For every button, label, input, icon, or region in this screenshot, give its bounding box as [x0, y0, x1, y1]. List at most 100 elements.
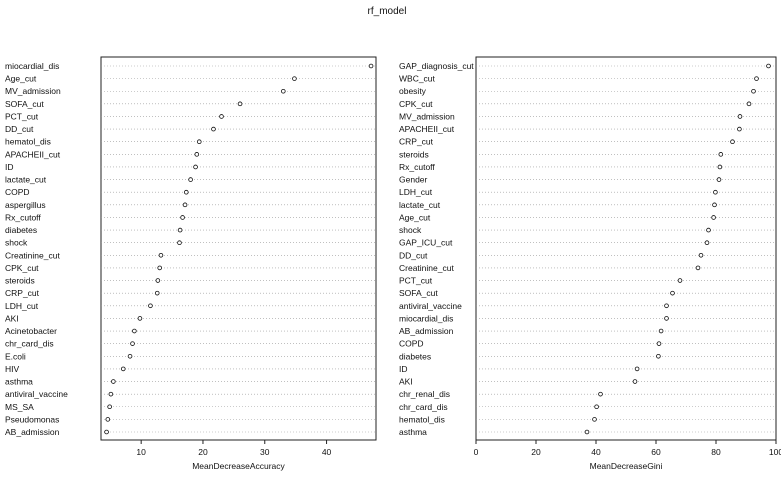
category-label: CPK_cut — [5, 263, 39, 273]
data-point — [737, 126, 742, 132]
category-label: AKI — [5, 313, 19, 323]
category-label: asthma — [399, 427, 427, 437]
category-label: chr_renal_dis — [399, 389, 450, 399]
category-label: MV_admission — [399, 111, 455, 121]
accuracy-panel: miocardial_dis Age_cut MV_admission SOFA_cu… — [5, 56, 377, 471]
data-point — [695, 265, 701, 271]
category-label: antiviral_vaccine — [5, 389, 68, 399]
data-point — [670, 290, 675, 296]
x-axis-label: MeanDecreaseGini — [590, 461, 663, 471]
category-label: PCT_cut — [5, 111, 39, 121]
data-point — [111, 379, 116, 384]
category-label: hematol_dis — [399, 414, 445, 424]
data-point — [158, 253, 164, 258]
category-label: Acinetobacter — [5, 326, 57, 336]
data-point — [751, 88, 756, 94]
x-tick-label: 0 — [474, 447, 479, 457]
category-label: LDH_cut — [399, 187, 433, 197]
data-point — [664, 303, 669, 309]
data-point — [656, 341, 662, 346]
data-point — [717, 164, 723, 170]
data-point — [658, 328, 664, 334]
category-label: AKI — [399, 377, 413, 387]
category-label: Age_cut — [399, 212, 431, 222]
category-label: asthma — [5, 377, 33, 387]
category-label: Rx_cutoff — [5, 212, 41, 222]
data-point — [766, 63, 771, 69]
category-label: DD_cut — [5, 124, 34, 134]
data-point — [196, 139, 202, 145]
data-point — [746, 101, 752, 107]
category-label: lactate_cut — [5, 175, 47, 185]
data-point — [281, 88, 286, 94]
category-label: steroids — [399, 149, 429, 159]
category-label: Rx_cutoff — [399, 162, 435, 172]
data-point — [120, 366, 126, 372]
data-point — [108, 391, 114, 397]
data-point — [730, 139, 735, 145]
data-point — [592, 417, 597, 422]
category-label: SOFA_cut — [399, 288, 438, 298]
data-point — [712, 202, 717, 208]
data-point — [130, 341, 135, 346]
category-label: AB_admission — [399, 326, 454, 336]
x-tick-label: 60 — [651, 447, 661, 457]
category-label: diabetes — [399, 351, 431, 361]
data-point — [154, 290, 160, 296]
x-tick-label: 80 — [711, 447, 721, 457]
category-label: lactate_cut — [399, 200, 441, 210]
data-point — [127, 353, 133, 359]
data-point — [632, 379, 638, 384]
category-label: steroids — [5, 276, 35, 286]
category-label: miocardial_dis — [399, 313, 453, 323]
category-label: Age_cut — [5, 74, 37, 84]
data-point — [219, 114, 224, 119]
category-label: CRP_cut — [399, 137, 434, 147]
x-tick-label: 20 — [198, 447, 208, 457]
data-point — [598, 391, 603, 397]
category-label: AB_admission — [5, 427, 60, 437]
category-label: Gender — [399, 175, 428, 185]
data-point — [132, 328, 137, 334]
category-label: shock — [5, 238, 28, 248]
category-label: CRP_cut — [5, 288, 40, 298]
category-label: APACHEII_cut — [399, 124, 455, 134]
data-point — [148, 303, 153, 309]
category-label: HIV — [5, 364, 20, 374]
data-point — [677, 278, 683, 283]
data-point — [656, 353, 661, 359]
category-label: WBC_cut — [399, 74, 436, 84]
category-label: MS_SA — [5, 402, 34, 412]
category-label: Creatinine_cut — [5, 250, 60, 260]
data-point — [180, 215, 185, 220]
data-point — [704, 240, 710, 245]
category-label: GAP_diagnosis_cut — [399, 61, 474, 71]
x-axis-label: MeanDecreaseAccuracy — [192, 461, 285, 471]
figure-title: rf_model — [368, 6, 407, 17]
category-label: ID — [399, 364, 408, 374]
category-label: diabetes — [5, 225, 37, 235]
category-label: GAP_ICU_cut — [399, 238, 453, 248]
category-label: APACHEII_cut — [5, 149, 61, 159]
category-label: chr_card_dis — [399, 402, 448, 412]
category-label: antiviral_vaccine — [399, 301, 462, 311]
plot-frame — [475, 56, 777, 441]
data-point — [698, 253, 704, 258]
data-point — [107, 404, 112, 410]
data-point — [634, 366, 640, 372]
category-label: Creatinine_cut — [399, 263, 454, 273]
data-point — [183, 189, 189, 195]
data-point — [737, 114, 743, 119]
data-point — [716, 177, 722, 182]
category-label: shock — [399, 225, 422, 235]
category-label: DD_cut — [399, 250, 428, 260]
data-point — [754, 76, 759, 81]
category-label: aspergillus — [5, 200, 46, 210]
data-point — [137, 316, 143, 321]
data-point — [713, 189, 718, 195]
data-point — [104, 429, 109, 435]
data-point — [706, 227, 711, 233]
data-point — [292, 76, 297, 81]
category-label: ID — [5, 162, 14, 172]
